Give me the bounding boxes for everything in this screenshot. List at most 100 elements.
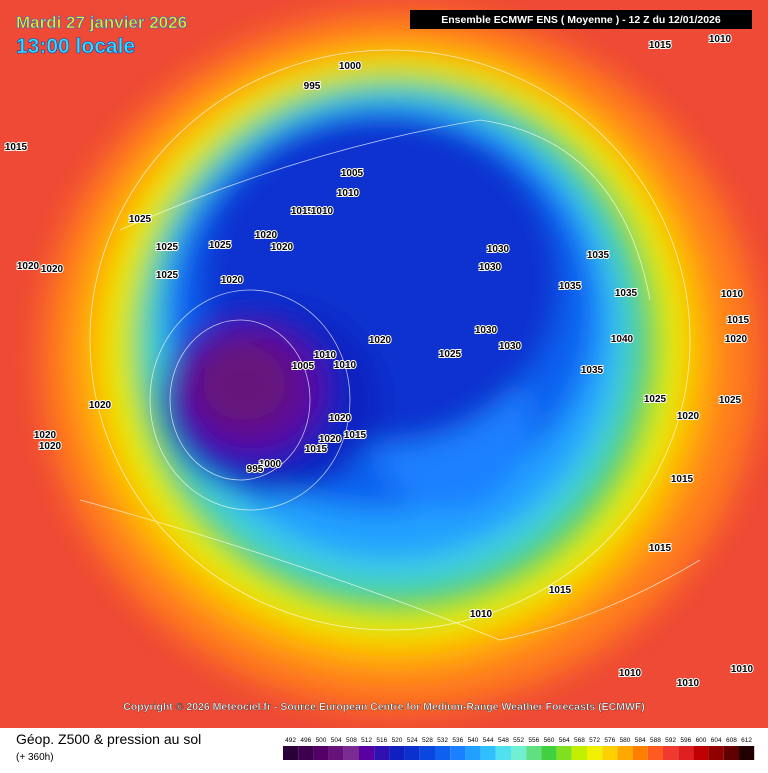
colorbar-swatch bbox=[328, 746, 344, 760]
isobar-label: 1030 bbox=[499, 341, 522, 352]
colorbar-swatch bbox=[708, 746, 724, 760]
isobar-label: 1025 bbox=[209, 240, 232, 251]
colorbar-swatch bbox=[739, 746, 755, 760]
isobar-label: 1010 bbox=[470, 609, 493, 620]
isobar-label: 1025 bbox=[644, 394, 667, 405]
isobar-label: 1005 bbox=[341, 168, 364, 179]
colorbar-label: 500 bbox=[316, 737, 327, 744]
colorbar-swatch bbox=[450, 746, 466, 760]
colorbar-label: 580 bbox=[620, 737, 631, 744]
isobar-label: 1015 bbox=[549, 585, 572, 596]
isobar-label: 1020 bbox=[221, 275, 244, 286]
isobar-label: 1020 bbox=[41, 264, 64, 275]
colorbar-label: 612 bbox=[741, 737, 752, 744]
colorbar-label: 544 bbox=[483, 737, 494, 744]
isobar-label: 1035 bbox=[581, 365, 604, 376]
colorbar-swatch bbox=[693, 746, 709, 760]
title: Mardi 27 janvier 2026 bbox=[16, 13, 187, 32]
isobar-label: 1020 bbox=[677, 411, 700, 422]
isobar-label: 1020 bbox=[17, 261, 40, 272]
isobar-label: 1030 bbox=[479, 262, 502, 273]
colorbar-label: 560 bbox=[544, 737, 555, 744]
colorbar-label: 592 bbox=[665, 737, 676, 744]
colorbar-label: 520 bbox=[392, 737, 403, 744]
isobar-label: 1020 bbox=[725, 334, 748, 345]
colorbar-label: 552 bbox=[513, 737, 524, 744]
isobar-label: 1025 bbox=[156, 270, 179, 281]
isobar-label: 1015 bbox=[649, 40, 672, 51]
colorbar-label: 504 bbox=[331, 737, 342, 744]
isobar-label: 1035 bbox=[615, 288, 638, 299]
colorbar-label: 492 bbox=[285, 737, 296, 744]
colorbar-swatch bbox=[723, 746, 739, 760]
colorbar-label: 600 bbox=[696, 737, 707, 744]
isobar-label: 1015 bbox=[727, 315, 750, 326]
colorbar-swatch bbox=[647, 746, 663, 760]
isobar-label: 995 bbox=[304, 81, 321, 92]
isobar-label: 1015 bbox=[305, 444, 328, 455]
isobar-label: 1020 bbox=[319, 434, 342, 445]
isobar-lines bbox=[79, 49, 701, 641]
isobar-label: 1005 bbox=[292, 361, 315, 372]
isobar-label: 1030 bbox=[475, 325, 498, 336]
colorbar-label: 564 bbox=[559, 737, 570, 744]
isobar-label: 1015 bbox=[291, 206, 314, 217]
colorbar-label: 536 bbox=[452, 737, 463, 744]
isobar-label: 1015 bbox=[5, 142, 28, 153]
colorbar-swatch bbox=[419, 746, 435, 760]
colorbar-swatch bbox=[313, 746, 329, 760]
isobar-label: 1020 bbox=[34, 430, 57, 441]
isobar-label: 1020 bbox=[255, 230, 278, 241]
isobar-label: 1040 bbox=[611, 334, 634, 345]
isobar-label: 1020 bbox=[89, 400, 112, 411]
colorbar-label: 556 bbox=[528, 737, 539, 744]
colorbar-swatch bbox=[587, 746, 603, 760]
colorbar-label: 584 bbox=[635, 737, 646, 744]
isobar-label: 1035 bbox=[587, 250, 610, 261]
isobar-label: 1035 bbox=[559, 281, 582, 292]
colorbar-label: 608 bbox=[726, 737, 737, 744]
isobar-label: 1010 bbox=[334, 360, 357, 371]
isobar-label: 1010 bbox=[337, 188, 360, 199]
colorbar-swatch bbox=[571, 746, 587, 760]
colorbar-label: 588 bbox=[650, 737, 661, 744]
isobar-label: 1010 bbox=[311, 206, 334, 217]
isobar-label: 1010 bbox=[731, 664, 754, 675]
isobar-label: 1010 bbox=[314, 350, 337, 361]
colorbar-label: 508 bbox=[346, 737, 357, 744]
isobar-label: 1025 bbox=[439, 349, 462, 360]
colorbar-label: 604 bbox=[711, 737, 722, 744]
colorbar-swatch bbox=[435, 746, 451, 760]
isobar-label: 1015 bbox=[649, 543, 672, 554]
colorbar-swatch bbox=[480, 746, 496, 760]
geopotential-field bbox=[40, 10, 760, 710]
colorbar-label: 576 bbox=[604, 737, 615, 744]
subtitle: 13:00 locale bbox=[16, 35, 135, 58]
colorbar-swatch bbox=[526, 746, 542, 760]
colorbar-swatch bbox=[495, 746, 511, 760]
isobar-label: 1015 bbox=[671, 474, 694, 485]
colorbar: 492 496 500 504 508 512 516 520 524 528 532 536 540 5… bbox=[283, 737, 755, 760]
isobar-label: 1020 bbox=[329, 413, 352, 424]
colorbar-label: 596 bbox=[680, 737, 691, 744]
isobar-label: 995 bbox=[247, 464, 264, 475]
colorbar-swatch bbox=[602, 746, 618, 760]
isobar-label: 1010 bbox=[709, 34, 732, 45]
colorbar-label: 540 bbox=[468, 737, 479, 744]
colorbar-swatch bbox=[283, 746, 299, 760]
colorbar-swatch bbox=[389, 746, 405, 760]
footer-label: Géop. Z500 & pression au sol bbox=[16, 731, 201, 747]
colorbar-label: 572 bbox=[589, 737, 600, 744]
isobar-label: 1000 bbox=[259, 459, 282, 470]
colorbar-swatch bbox=[465, 746, 481, 760]
colorbar-swatch bbox=[541, 746, 557, 760]
model-label: Ensemble ECMWF ENS ( Moyenne ) - 12 Z du… bbox=[441, 14, 721, 26]
colorbar-swatch bbox=[632, 746, 648, 760]
isobar-label: 1015 bbox=[344, 430, 367, 441]
colorbar-swatch bbox=[617, 746, 633, 760]
isobar-label: 1025 bbox=[156, 242, 179, 253]
isobar-label: 1025 bbox=[129, 214, 152, 225]
isobar-label: 1025 bbox=[719, 395, 742, 406]
